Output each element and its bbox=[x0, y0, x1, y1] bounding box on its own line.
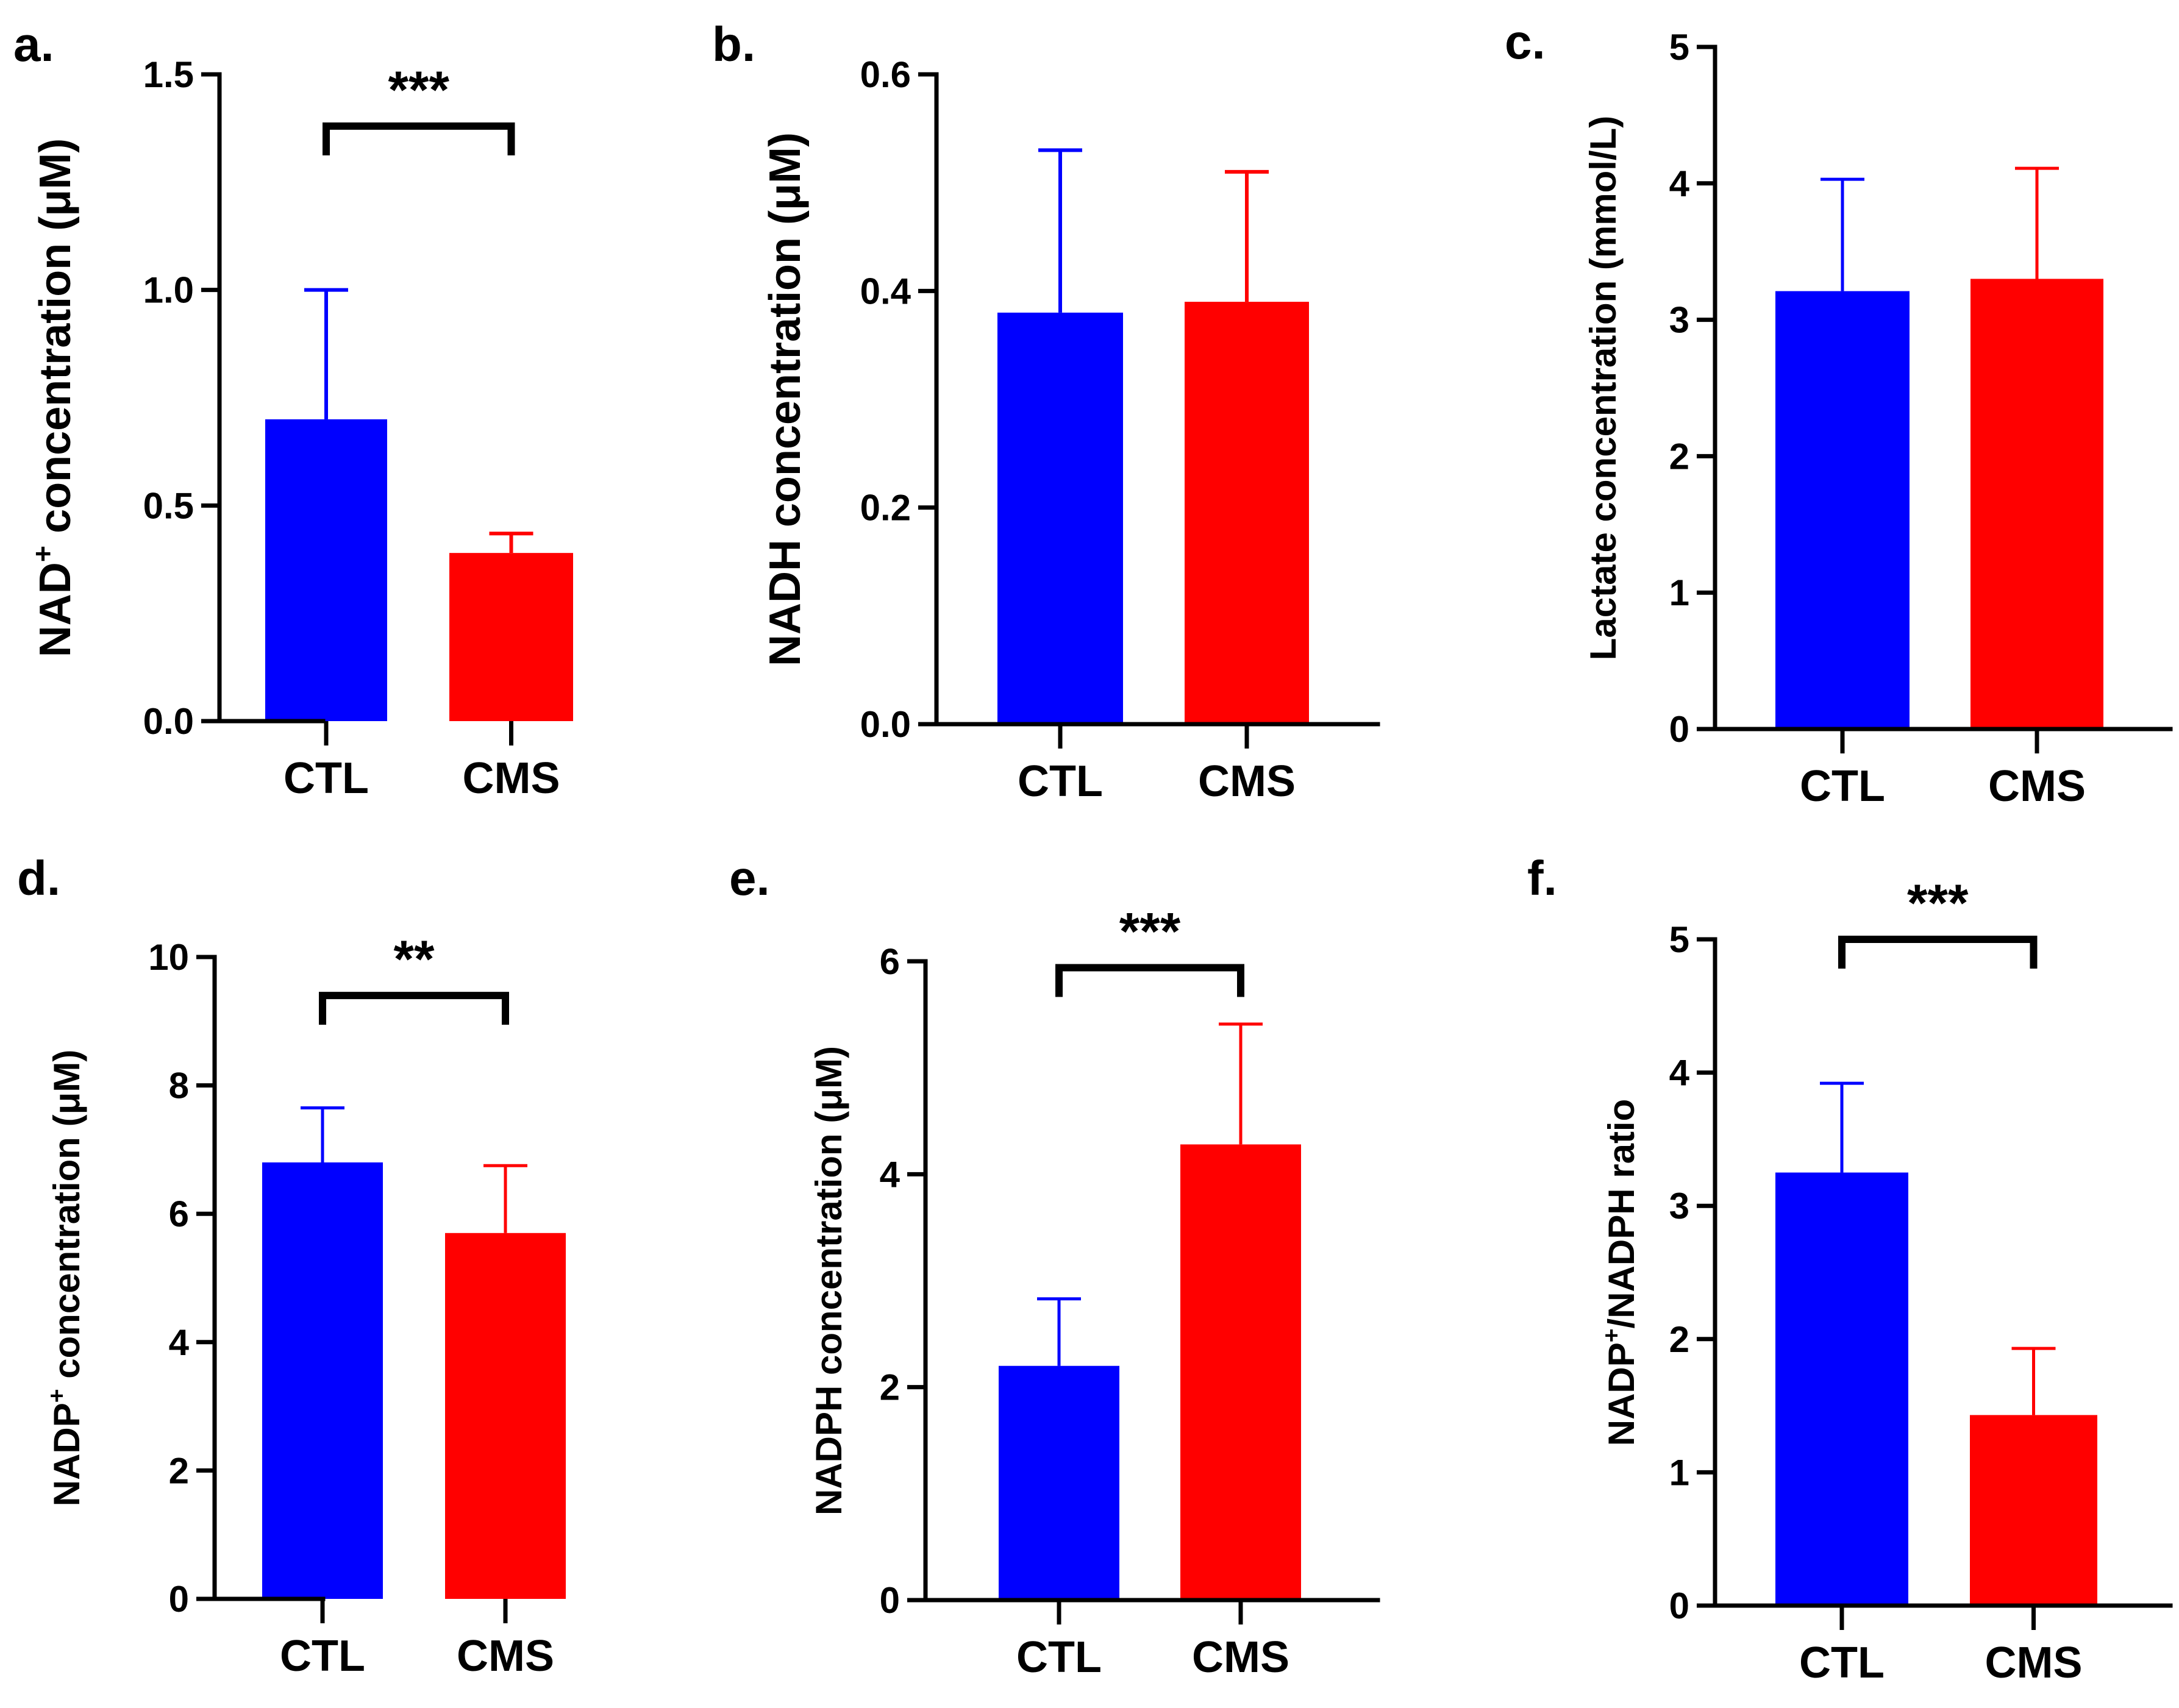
panel-c-ytick-label-0: 0 bbox=[1669, 709, 1689, 750]
panel-d-y-title-tail: concentration (μM) bbox=[46, 1050, 87, 1389]
panel-c-ytick-label-5: 5 bbox=[1669, 27, 1689, 68]
panel-c-ytick-label-2: 2 bbox=[1669, 436, 1689, 477]
panel-c-xlabel-cms: CMS bbox=[1988, 762, 2086, 811]
panel-c-ytick-label-4: 4 bbox=[1669, 163, 1690, 204]
panel-b-y-title-main: NADH concentration (μM) bbox=[761, 132, 810, 666]
panel-b-xlabel-cms: CMS bbox=[1198, 757, 1296, 806]
panel-d-letter: d. bbox=[17, 851, 60, 905]
panel-d-y-title: NADP+ concentration (μM) bbox=[44, 1050, 87, 1507]
panel-a-bar-cms bbox=[449, 553, 573, 721]
panel-e-bar-ctl bbox=[999, 1365, 1119, 1600]
panel-d-y-title-main: NADP bbox=[46, 1403, 87, 1506]
panel-b-ytick-label-0.0: 0.0 bbox=[860, 704, 911, 745]
panel-f-y-title-tail: /NADPH ratio bbox=[1601, 1099, 1642, 1329]
panel-e-y-title-main: NADPH concentration (μM) bbox=[808, 1046, 849, 1515]
panel-c-y-title: Lactate concentration (mmol/L) bbox=[1583, 116, 1624, 660]
panel-d-ytick-label-2: 2 bbox=[169, 1450, 189, 1491]
panel-f-ytick-label-4: 4 bbox=[1669, 1053, 1690, 1094]
panel-b-chart: b. CTL CMS 0.0 0.2 0.4 0.6 NADH concentration (… bbox=[712, 17, 1380, 806]
panel-a-y-title-sup: + bbox=[27, 546, 59, 562]
panel-e-ytick-label-6: 6 bbox=[880, 941, 900, 982]
panel-e-significance-stars: *** bbox=[1119, 902, 1181, 961]
panel-b-ytick-label-0.4: 0.4 bbox=[860, 271, 911, 311]
panel-c-ytick-label-1: 1 bbox=[1669, 572, 1689, 613]
panel-c-bar-cms bbox=[1970, 279, 2103, 730]
panel-e-ytick-label-0: 0 bbox=[880, 1580, 900, 1621]
panel-e-chart: e. CTL CMS 0 2 4 6 NADPH concentration (μM) *** bbox=[729, 851, 1380, 1682]
panel-d-chart: d. CTL CMS 0 2 4 6 8 10 NADP+ concentration (μM) *… bbox=[17, 851, 566, 1681]
panel-e-letter: e. bbox=[729, 851, 770, 905]
panel-f-ytick-label-1: 1 bbox=[1669, 1452, 1689, 1493]
panel-e-ytick-label-4: 4 bbox=[880, 1154, 900, 1195]
panel-b-bar-cms bbox=[1185, 302, 1309, 725]
panel-a-ytick-label-1.0: 1.0 bbox=[143, 270, 194, 311]
panel-a-ytick-label-1.5: 1.5 bbox=[143, 54, 194, 95]
panel-f-ytick-label-0: 0 bbox=[1669, 1585, 1689, 1626]
panel-e-ytick-label-2: 2 bbox=[880, 1367, 900, 1408]
panel-a-ytick-label-0.5: 0.5 bbox=[143, 485, 194, 526]
panel-f-significance-stars: *** bbox=[1907, 874, 1969, 933]
panel-f-xlabel-cms: CMS bbox=[1985, 1639, 2083, 1687]
panel-a-xlabel-cms: CMS bbox=[463, 754, 560, 803]
panel-e-significance-bracket bbox=[1055, 964, 1244, 997]
panel-d-bar-ctl bbox=[262, 1162, 383, 1599]
panel-f-ytick-label-5: 5 bbox=[1669, 919, 1689, 960]
panel-d-significance-bracket bbox=[319, 992, 509, 1025]
panel-c-y-title-main: Lactate concentration (mmol/L) bbox=[1583, 116, 1624, 660]
panel-d-bar-cms bbox=[445, 1233, 566, 1599]
panel-d-xlabel-cms: CMS bbox=[457, 1632, 554, 1681]
panel-d-xlabel-ctl: CTL bbox=[280, 1632, 365, 1681]
panel-a-bar-ctl bbox=[265, 419, 387, 721]
panel-a-significance-stars: *** bbox=[388, 61, 450, 119]
panel-f-significance-bracket bbox=[1838, 936, 2038, 969]
panel-d-ytick-label-10: 10 bbox=[148, 937, 189, 978]
panel-f-y-title: NADP+/NADPH ratio bbox=[1599, 1099, 1642, 1446]
panel-d-significance-stars: ** bbox=[394, 930, 435, 989]
panel-b-bar-ctl bbox=[997, 312, 1123, 724]
panel-f-bar-cms bbox=[1970, 1415, 2097, 1606]
panel-e-xlabel-ctl: CTL bbox=[1016, 1633, 1102, 1682]
panel-f-letter: f. bbox=[1527, 851, 1557, 905]
panel-f-bar-ctl bbox=[1775, 1172, 1908, 1606]
panel-a-y-title-tail: concentration (μM) bbox=[31, 138, 80, 546]
panel-d-y-title-sup: + bbox=[44, 1389, 70, 1403]
panel-d-ytick-label-4: 4 bbox=[169, 1322, 190, 1363]
panel-b-letter: b. bbox=[712, 17, 755, 71]
panel-f-y-title-main: NADP bbox=[1601, 1342, 1642, 1446]
panel-f-chart: f. CTL CMS 0 1 2 3 4 5 NADP+/NADPH ratio *** bbox=[1527, 851, 2173, 1687]
panel-e-bar-cms bbox=[1180, 1144, 1301, 1600]
panel-c-chart: c. CTL CMS 0 1 2 3 4 5 Lactate concentration (mmo… bbox=[1505, 15, 2173, 811]
panel-f-xlabel-ctl: CTL bbox=[1799, 1639, 1885, 1687]
panel-a-y-title: NAD+ concentration (μM) bbox=[27, 138, 80, 657]
panel-a-chart: a. CTL CMS 0.0 0.5 1.0 1.5 NAD+ concentration (… bbox=[13, 17, 573, 803]
panel-e-xlabel-cms: CMS bbox=[1192, 1633, 1289, 1682]
panel-a-letter: a. bbox=[13, 17, 54, 71]
panel-f-ytick-label-2: 2 bbox=[1669, 1319, 1689, 1360]
panel-d-ytick-label-0: 0 bbox=[169, 1579, 189, 1620]
panel-a-significance-bracket bbox=[323, 122, 515, 155]
panel-b-y-title: NADH concentration (μM) bbox=[761, 132, 810, 666]
panel-c-bar-ctl bbox=[1775, 291, 1910, 729]
panel-b-xlabel-ctl: CTL bbox=[1018, 757, 1103, 806]
panel-b-ytick-label-0.2: 0.2 bbox=[860, 488, 911, 528]
panel-c-xlabel-ctl: CTL bbox=[1800, 762, 1885, 811]
panel-c-ytick-label-3: 3 bbox=[1669, 300, 1689, 341]
panel-a-y-title-main: NAD bbox=[31, 562, 80, 657]
panel-a-xlabel-ctl: CTL bbox=[284, 754, 369, 803]
panel-f-y-title-sup: + bbox=[1599, 1328, 1625, 1342]
panel-f-ytick-label-3: 3 bbox=[1669, 1186, 1689, 1226]
panel-c-letter: c. bbox=[1505, 15, 1546, 69]
panel-d-ytick-label-6: 6 bbox=[169, 1194, 189, 1234]
panel-d-ytick-label-8: 8 bbox=[169, 1066, 189, 1106]
panel-b-ytick-label-0.6: 0.6 bbox=[860, 54, 911, 95]
panel-a-ytick-label-0.0: 0.0 bbox=[143, 701, 194, 742]
panel-e-y-title: NADPH concentration (μM) bbox=[808, 1046, 849, 1515]
